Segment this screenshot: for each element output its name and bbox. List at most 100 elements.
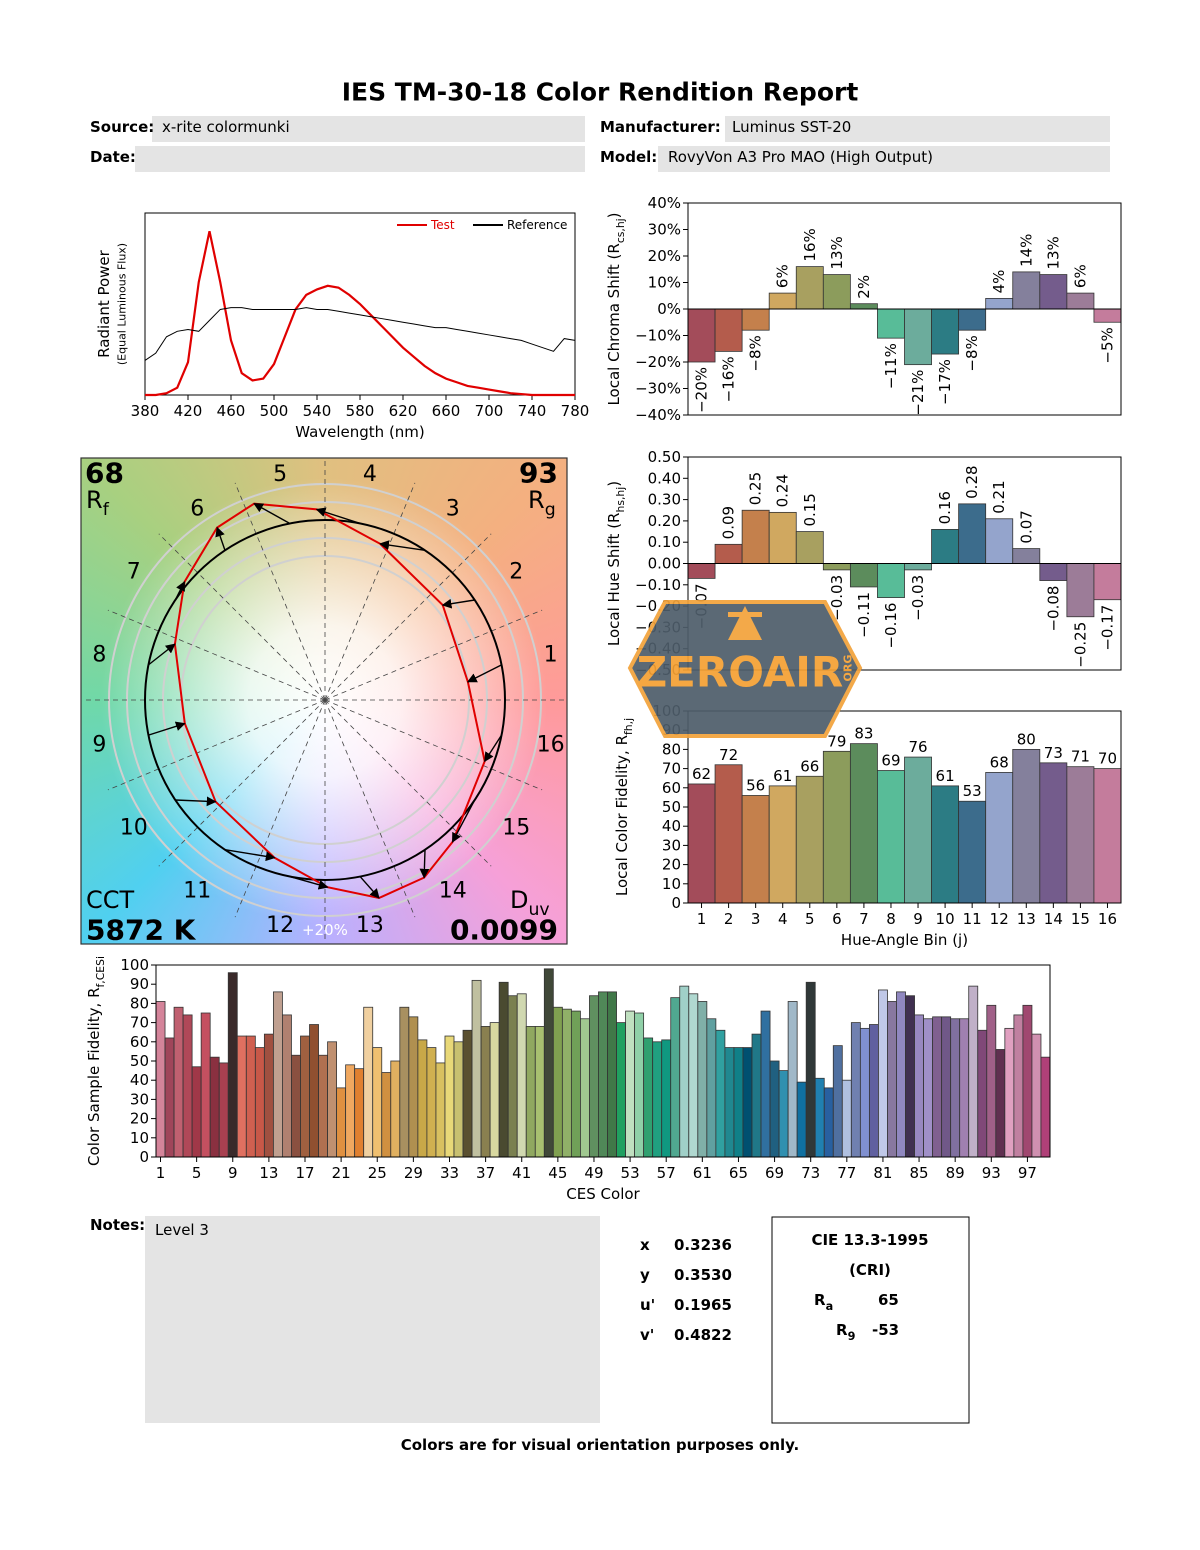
bar (1066, 292, 1095, 310)
field-value: x-rite colormunki (162, 118, 290, 136)
shift-arrow (451, 799, 476, 843)
y-axis-label: Local Chroma Shift (Rcs,hj) (605, 212, 627, 405)
bar (1004, 1027, 1015, 1158)
bar (498, 981, 509, 1158)
plot-frame (687, 456, 1122, 671)
y-tick-label: −0.10 (635, 576, 681, 594)
field-value: Luminus SST-20 (732, 118, 851, 136)
vector-frame (80, 457, 568, 945)
bar (697, 1001, 708, 1158)
bar (191, 1066, 202, 1158)
x-tick-label: 10 (936, 910, 955, 928)
value-label: 0.15 (801, 493, 819, 526)
x-tick-label: 580 (346, 402, 375, 420)
x-tick-label: 12 (990, 910, 1009, 928)
field-value: RovyVon A3 Pro MAO (High Output) (668, 148, 933, 166)
y-tick-label: 50 (662, 798, 681, 816)
cri-title: CIE 13.3-1995 (811, 1231, 928, 1249)
bar (985, 297, 1014, 310)
x-tick-label: 15 (1071, 910, 1090, 928)
bar (849, 563, 878, 588)
cct-value: 5872 K (86, 914, 197, 947)
bin-divider (324, 482, 416, 701)
x-tick-label: 380 (131, 402, 160, 420)
bar (795, 775, 824, 904)
y-axis-label-sub: hs,hj (614, 487, 627, 513)
bar (715, 1029, 726, 1158)
bar (1093, 768, 1122, 904)
bar (977, 1029, 988, 1158)
shift-arrow (148, 643, 176, 666)
y-tick-label: 80 (662, 740, 681, 758)
x-tick-label: 5 (805, 910, 815, 928)
chromaticity-value: 0.1965 (674, 1296, 732, 1314)
bar (796, 1081, 807, 1158)
bar (1066, 766, 1095, 904)
shift-arrow (315, 507, 361, 525)
y-tick-label: 20 (130, 1110, 149, 1128)
bar (941, 1016, 952, 1158)
value-label: 0.25 (747, 472, 765, 505)
value-label: 72 (719, 746, 738, 764)
x-tick-label: 17 (295, 1164, 314, 1182)
bar (516, 993, 527, 1158)
bar (822, 750, 851, 904)
bar (607, 991, 617, 1158)
bar (327, 1041, 338, 1158)
bin-label: 11 (183, 879, 211, 904)
x-tick-label: 37 (476, 1164, 495, 1182)
x-tick-label: 49 (584, 1164, 603, 1182)
shift-arrow (484, 734, 503, 763)
x-axis-label: Hue-Angle Bin (j) (841, 931, 968, 949)
value-label: −0.03 (828, 575, 846, 621)
y-axis-label-main: Color Sample Fidelity, R (85, 988, 103, 1166)
value-label: 14% (1017, 234, 1035, 267)
bar (1012, 749, 1041, 904)
y-axis-note: (Equal Luminous Flux) (116, 243, 129, 365)
bar (1012, 271, 1041, 310)
x-tick-label: 5 (192, 1164, 202, 1182)
y-tick-label: 20 (662, 856, 681, 874)
x-tick-label: 420 (174, 402, 203, 420)
bin-label: 10 (120, 815, 148, 840)
bar (985, 772, 1014, 904)
bin-label: 7 (127, 560, 141, 585)
bar (904, 308, 932, 366)
bar (471, 979, 482, 1158)
shift-arrow (466, 664, 502, 683)
bin-label: 2 (509, 560, 523, 585)
value-label: 83 (854, 725, 873, 743)
rg-value: 93 (519, 457, 558, 490)
value-label: −0.25 (1071, 622, 1089, 668)
bar (768, 785, 797, 904)
x-tick-label: 45 (548, 1164, 567, 1182)
bin-label: 15 (502, 815, 530, 840)
bar (245, 1035, 256, 1158)
y-tick-label: 10 (662, 875, 681, 893)
x-tick-label: 9 (913, 910, 923, 928)
bar (318, 1054, 328, 1158)
bin-divider (324, 699, 492, 867)
y-tick-label: 0.50 (648, 448, 681, 466)
rf-label-main: R (86, 486, 103, 514)
bin-label: 8 (92, 643, 106, 668)
value-label: 0.28 (963, 465, 981, 498)
y-tick-label: 40 (130, 1071, 149, 1089)
value-label: −16% (720, 356, 738, 402)
value-label: −0.11 (855, 592, 873, 638)
value-label: 0.09 (720, 506, 738, 539)
cri-ra-value: 65 (878, 1291, 899, 1309)
bar (931, 785, 960, 904)
x-tick-label: 53 (621, 1164, 640, 1182)
x-tick-label: 77 (837, 1164, 856, 1182)
y-tick-label: 100 (120, 956, 149, 974)
x-tick-label: 21 (332, 1164, 351, 1182)
bar (931, 529, 960, 564)
plot-frame (687, 710, 1122, 904)
y-axis-label: Local Color Fidelity, Rfh,j (613, 718, 635, 896)
shift-arrow (224, 848, 276, 862)
x-tick-label: 11 (963, 910, 982, 928)
x-tick-label: 57 (657, 1164, 676, 1182)
bar (706, 1018, 717, 1158)
bar (444, 1035, 455, 1158)
